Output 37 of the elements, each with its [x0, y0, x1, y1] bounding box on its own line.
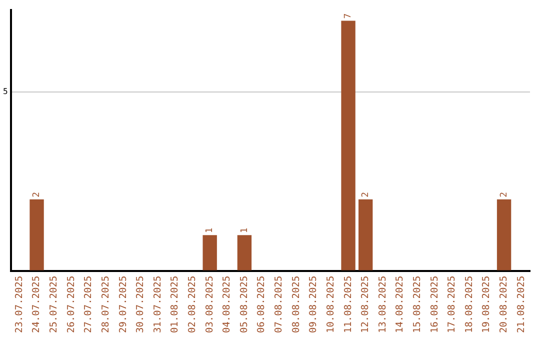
x-tick-label: 27.07.2025	[83, 276, 94, 334]
x-tick-label: 26.07.2025	[66, 276, 77, 334]
x-tick-label: 08.08.2025	[290, 276, 302, 334]
x-tick-label: 24.07.2025	[31, 276, 42, 334]
x-tick-label: 10.08.2025	[325, 276, 336, 334]
x-tick-label: 21.08.2025	[516, 276, 527, 334]
data-label: 1	[205, 228, 216, 234]
x-tick-label: 18.08.2025	[464, 276, 475, 334]
x-tick-label: 23.07.2025	[14, 276, 25, 334]
data-label: 2	[499, 192, 510, 198]
y-tick-label: 5	[2, 87, 8, 96]
x-tick-label: 28.07.2025	[100, 276, 112, 334]
x-tick-label: 14.08.2025	[394, 276, 406, 334]
data-label: 7	[344, 13, 354, 19]
x-tick-label: 31.07.2025	[152, 276, 164, 334]
x-tick-label: 15.08.2025	[412, 276, 423, 334]
x-tick-label: 16.08.2025	[429, 276, 440, 334]
data-label: 2	[360, 192, 371, 198]
x-tick-label: 13.08.2025	[377, 276, 388, 334]
x-tick-label: 04.08.2025	[222, 276, 233, 334]
x-tick-label: 29.07.2025	[118, 276, 129, 334]
x-tick-label: 12.08.2025	[360, 276, 372, 334]
x-tick-label: 11.08.2025	[342, 276, 354, 334]
x-tick-label: 17.08.2025	[446, 276, 458, 334]
x-tick-label: 03.08.2025	[204, 276, 216, 334]
x-tick-label: 02.08.2025	[187, 276, 198, 334]
x-tick-label: 01.08.2025	[170, 276, 181, 334]
x-tick-label: 06.08.2025	[256, 276, 268, 334]
x-tick-label: 25.07.2025	[48, 276, 60, 334]
x-tick-label: 19.08.2025	[481, 276, 492, 334]
data-label: 1	[240, 228, 250, 234]
data-label: 2	[32, 192, 42, 198]
x-tick-label: 20.08.2025	[498, 276, 510, 334]
x-tick-label: 07.08.2025	[274, 276, 285, 334]
x-tick-label: 05.08.2025	[238, 276, 250, 334]
x-tick-label: 09.08.2025	[308, 276, 320, 334]
x-tick-label: 30.07.2025	[135, 276, 146, 334]
